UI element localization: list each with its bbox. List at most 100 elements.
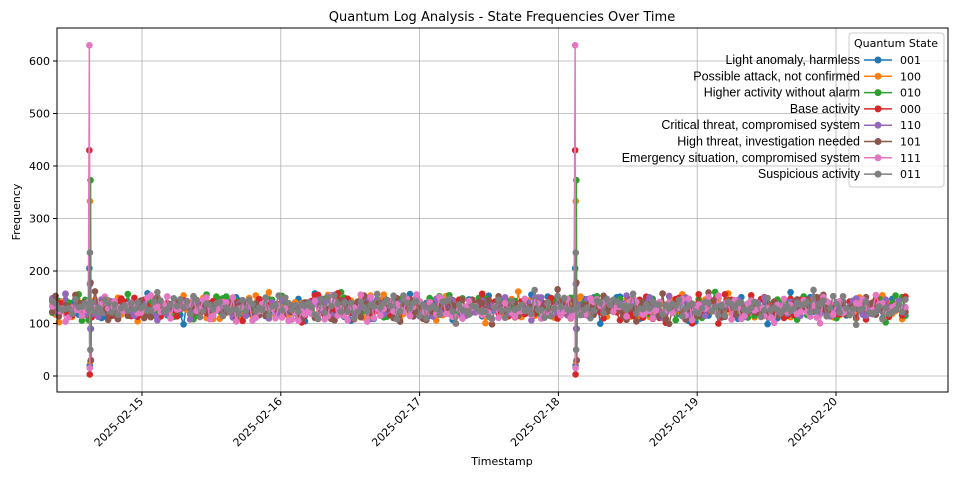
data-point	[87, 304, 95, 312]
data-point	[573, 356, 581, 364]
data-point	[452, 320, 460, 327]
data-point	[572, 346, 580, 354]
data-point	[455, 301, 463, 309]
data-point	[459, 296, 466, 304]
data-point	[478, 299, 486, 307]
data-point	[209, 312, 217, 320]
data-point	[600, 309, 607, 317]
data-point	[577, 311, 584, 319]
data-point	[872, 291, 880, 299]
data-point	[219, 312, 227, 320]
data-point	[242, 312, 250, 320]
legend-marker-icon	[874, 138, 882, 145]
data-point	[872, 308, 880, 315]
data-point	[633, 318, 640, 325]
data-point	[816, 319, 824, 327]
data-point	[114, 315, 122, 323]
data-point	[222, 298, 230, 306]
data-point	[213, 293, 220, 300]
data-point	[177, 296, 184, 303]
data-point	[678, 312, 686, 320]
data-point	[839, 292, 847, 300]
data-point	[327, 302, 335, 310]
data-point	[482, 308, 489, 315]
data-point	[386, 302, 394, 310]
data-point	[764, 320, 771, 328]
legend-item-110: Critical threat, compromised system 110	[661, 118, 921, 132]
data-point	[278, 306, 286, 314]
data-point	[626, 303, 634, 310]
data-point	[859, 305, 867, 312]
series-line	[51, 201, 907, 362]
data-point	[547, 313, 555, 320]
data-point	[229, 294, 237, 301]
data-point	[790, 305, 798, 312]
legend-code: 010	[900, 87, 921, 100]
data-point	[659, 290, 666, 297]
data-point	[757, 313, 765, 321]
data-point	[656, 301, 663, 308]
data-point	[147, 313, 155, 321]
data-point	[206, 301, 214, 309]
data-point	[715, 312, 722, 319]
data-point	[406, 304, 414, 312]
data-point	[610, 308, 617, 316]
data-layer	[49, 41, 909, 378]
data-point	[222, 293, 230, 300]
data-point	[186, 316, 194, 323]
data-point	[446, 295, 453, 302]
data-point	[852, 295, 860, 302]
data-point	[419, 301, 427, 309]
data-point	[111, 301, 118, 308]
data-point	[596, 299, 604, 307]
chart-title: Quantum Log Analysis - State Frequencies…	[329, 10, 675, 25]
data-point	[94, 304, 102, 312]
legend-code: 101	[900, 136, 921, 149]
data-point	[554, 286, 561, 293]
data-point	[685, 295, 693, 302]
data-point	[577, 293, 584, 300]
legend-items: Light anomaly, harmless 001 Possible attac…	[622, 53, 921, 181]
data-point	[413, 298, 420, 305]
data-point	[337, 308, 345, 316]
x-tick-label: 2025-02-17	[369, 395, 423, 449]
legend-marker-icon	[874, 170, 882, 178]
data-point	[193, 296, 201, 304]
data-point	[501, 293, 509, 301]
data-point	[829, 292, 837, 300]
x-tick-label: 2025-02-19	[647, 395, 701, 449]
data-point	[823, 312, 830, 320]
data-point	[390, 292, 397, 299]
data-point	[572, 249, 580, 256]
data-point	[52, 292, 59, 300]
data-point	[495, 296, 502, 303]
x-tick-label: 2025-02-16	[231, 395, 285, 449]
series-100	[49, 197, 909, 365]
legend-code: 000	[900, 103, 921, 116]
data-point	[114, 311, 122, 319]
legend-description: Critical threat, compromised system	[661, 118, 860, 132]
data-point	[203, 294, 210, 301]
data-point	[836, 309, 844, 316]
legend-item-001: Light anomaly, harmless 001	[725, 53, 921, 67]
data-point	[708, 308, 716, 315]
y-tick-label: 200	[29, 265, 50, 278]
data-point	[623, 313, 630, 320]
data-point	[898, 308, 906, 316]
legend-code: 110	[900, 119, 921, 132]
y-axis-label: Frequency	[10, 183, 23, 240]
data-point	[373, 290, 381, 298]
legend-description: Emergency situation, compromised system	[622, 151, 860, 165]
data-point	[104, 299, 112, 307]
data-point	[150, 298, 158, 306]
data-point	[196, 313, 204, 321]
y-tick-label: 600	[29, 55, 50, 68]
legend-code: 001	[900, 54, 921, 67]
y-axis-ticks: 0 100 200 300 400 500 600	[29, 55, 57, 383]
y-tick-label: 500	[29, 108, 50, 121]
data-point	[688, 316, 696, 324]
data-point	[295, 317, 302, 325]
data-point	[711, 303, 719, 311]
data-point	[334, 300, 342, 308]
data-point	[86, 371, 94, 378]
